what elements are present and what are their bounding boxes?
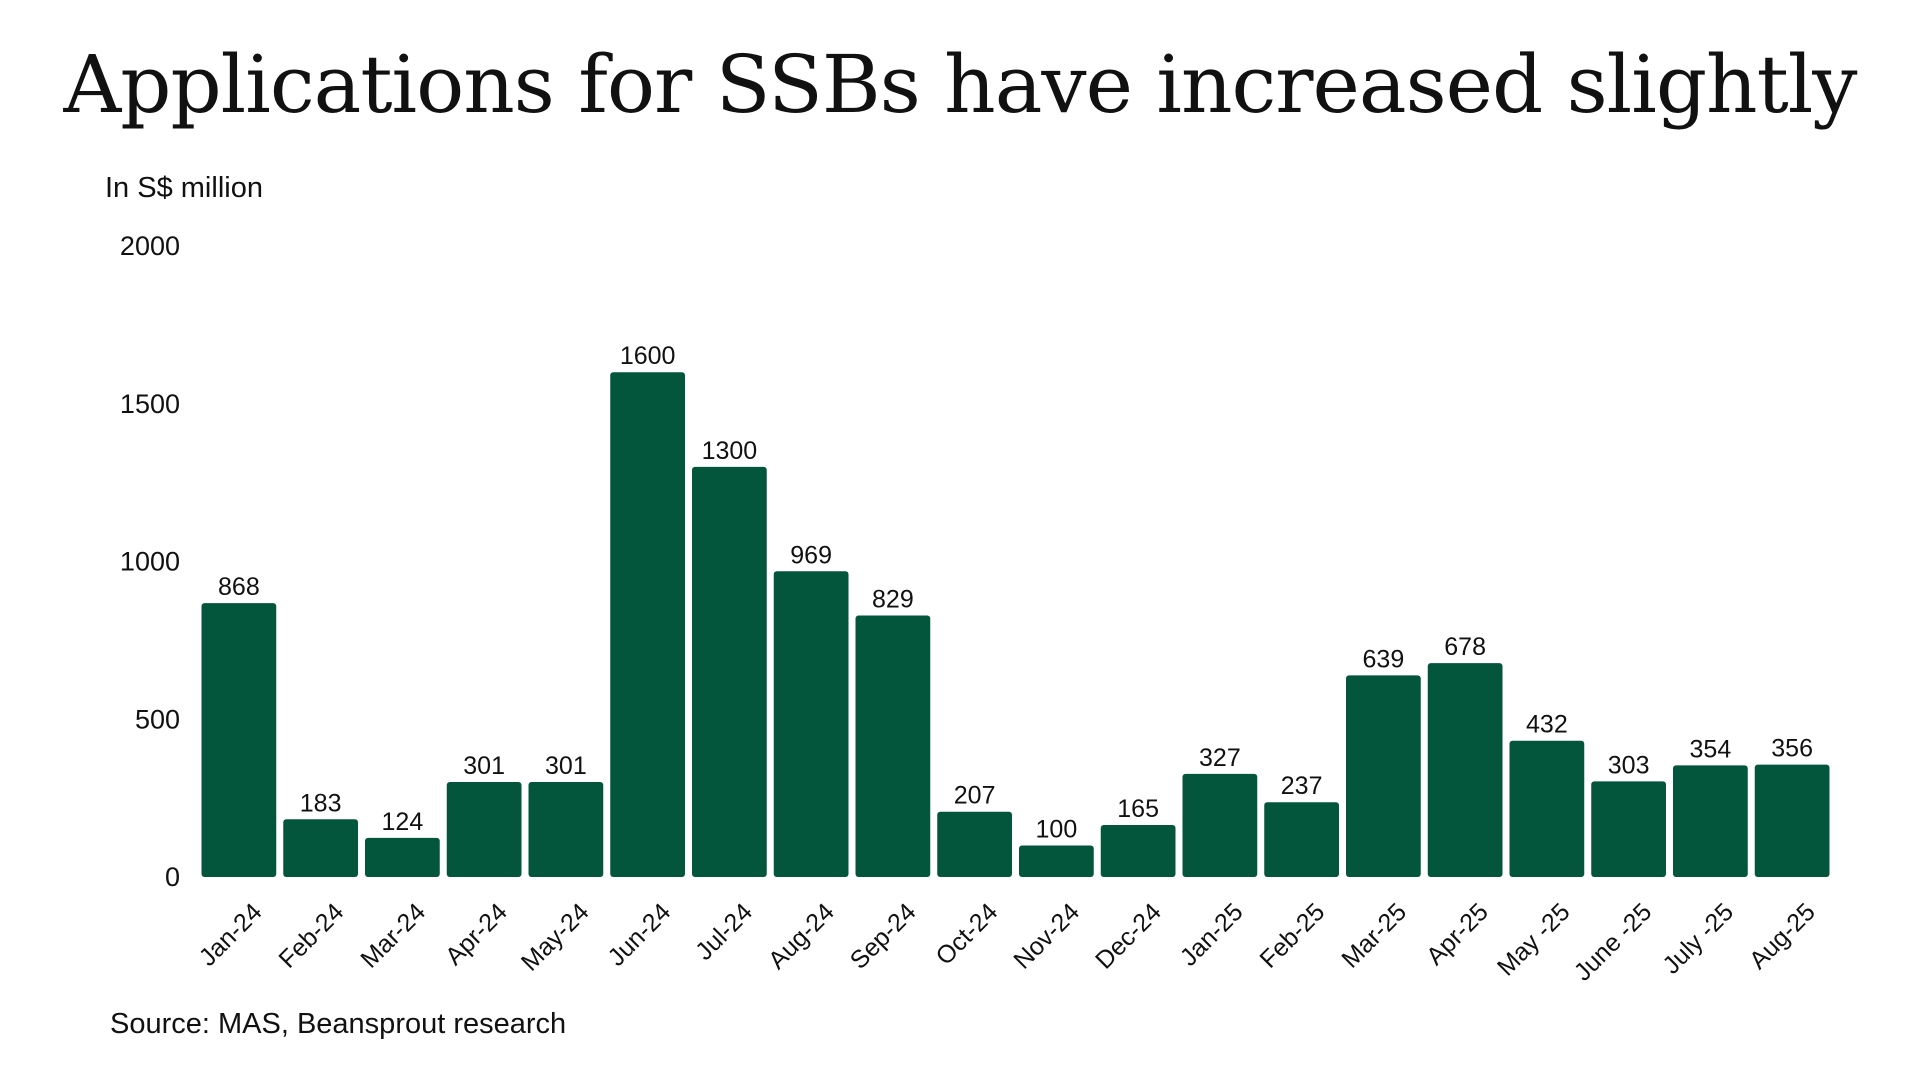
value-label-dec-24: 165 [1117,795,1159,823]
x-tick-label-jan-25: Jan-25 [1175,898,1249,972]
x-tick-label-may-24: May-24 [516,898,595,977]
x-tick-label-jan-24: Jan-24 [194,898,268,972]
bar-june-25 [1591,781,1666,877]
bar-feb-25 [1264,802,1339,877]
bar-nov-24 [1019,845,1094,877]
value-label-june-25: 303 [1608,751,1650,779]
value-label-nov-24: 100 [1036,815,1078,843]
value-label-sep-24: 829 [872,585,914,613]
bar-july-25 [1673,765,1748,877]
x-tick-label-july-25: July -25 [1657,898,1739,980]
x-tick-label-apr-25: Apr-25 [1421,898,1494,971]
bar-jun-24 [610,372,685,877]
y-tick-label-1500: 1500 [120,389,180,419]
bar-aug-24 [773,571,849,877]
x-tick-label-jun-24: Jun-24 [602,898,676,972]
bar-jan-24 [201,603,277,877]
bar-apr-25 [1427,663,1503,877]
bar-sep-24 [855,615,931,877]
value-label-aug-24: 969 [790,541,832,569]
y-tick-label-1000: 1000 [120,547,180,577]
x-tick-label-aug-24: Aug-24 [763,898,840,975]
value-label-jul-24: 1300 [702,437,758,465]
x-tick-label-dec-24: Dec-24 [1090,898,1167,975]
value-label-oct-24: 207 [954,782,996,810]
value-label-feb-24: 183 [300,789,342,817]
bar-feb-24 [283,819,358,877]
x-tick-label-feb-25: Feb-25 [1254,898,1330,974]
x-tick-label-aug-25: Aug-25 [1744,898,1821,975]
bar-may-25 [1509,740,1585,877]
value-label-aug-25: 356 [1771,735,1813,763]
x-tick-label-mar-25: Mar-25 [1336,898,1412,974]
value-label-apr-25: 678 [1444,633,1486,661]
value-label-feb-25: 237 [1281,772,1323,800]
value-label-mar-25: 639 [1363,645,1405,673]
source-note: Source: MAS, Beansprout research [110,1008,567,1040]
y-axis-ticks: 0 500 1000 1500 2000 [120,231,180,892]
value-label-jan-25: 327 [1199,744,1241,772]
y-tick-label-2000: 2000 [120,231,180,261]
bar-mar-24 [365,837,440,877]
bar-aug-25 [1754,764,1830,877]
value-label-jan-24: 868 [218,573,260,601]
value-label-mar-24: 124 [382,808,424,836]
category-labels-group: Jan-24 Feb-24 Mar-24 Apr-24 May-24 Jun-24 Jul-… [194,898,1821,987]
x-tick-label-nov-24: Nov-24 [1008,898,1085,975]
x-tick-label-oct-24: Oct-24 [930,898,1003,971]
bar-dec-24 [1100,824,1176,877]
y-tick-label-0: 0 [165,862,180,892]
value-label-may-25: 432 [1526,711,1568,739]
bar-apr-24 [446,782,522,877]
y-tick-label-500: 500 [135,704,180,734]
x-tick-label-apr-24: Apr-24 [440,898,513,971]
x-tick-label-may-25: May -25 [1492,898,1576,982]
bar-mar-25 [1346,675,1421,877]
value-label-jun-24: 1600 [620,342,676,370]
y-axis-unit-label: In S$ million [105,172,263,204]
x-tick-label-feb-24: Feb-24 [273,898,349,974]
x-tick-label-june-25: June -25 [1569,898,1658,987]
bar-jan-25 [1182,773,1258,877]
bars-group [201,372,1830,877]
chart-title: Applications for SSBs have increased sli… [63,38,1857,131]
x-tick-label-mar-24: Mar-24 [355,898,431,974]
bar-jul-24 [692,466,767,877]
value-label-may-24: 301 [545,752,587,780]
x-tick-label-sep-24: Sep-24 [845,898,922,975]
value-labels-group: 868 183 124 301 301 1600 1300 969 829 207 100 165 32… [218,342,1813,843]
bar-may-24 [528,782,604,877]
bar-oct-24 [937,811,1012,877]
x-tick-label-jul-24: Jul-24 [690,898,758,966]
value-label-apr-24: 301 [463,752,505,780]
value-label-july-25: 354 [1690,735,1732,763]
